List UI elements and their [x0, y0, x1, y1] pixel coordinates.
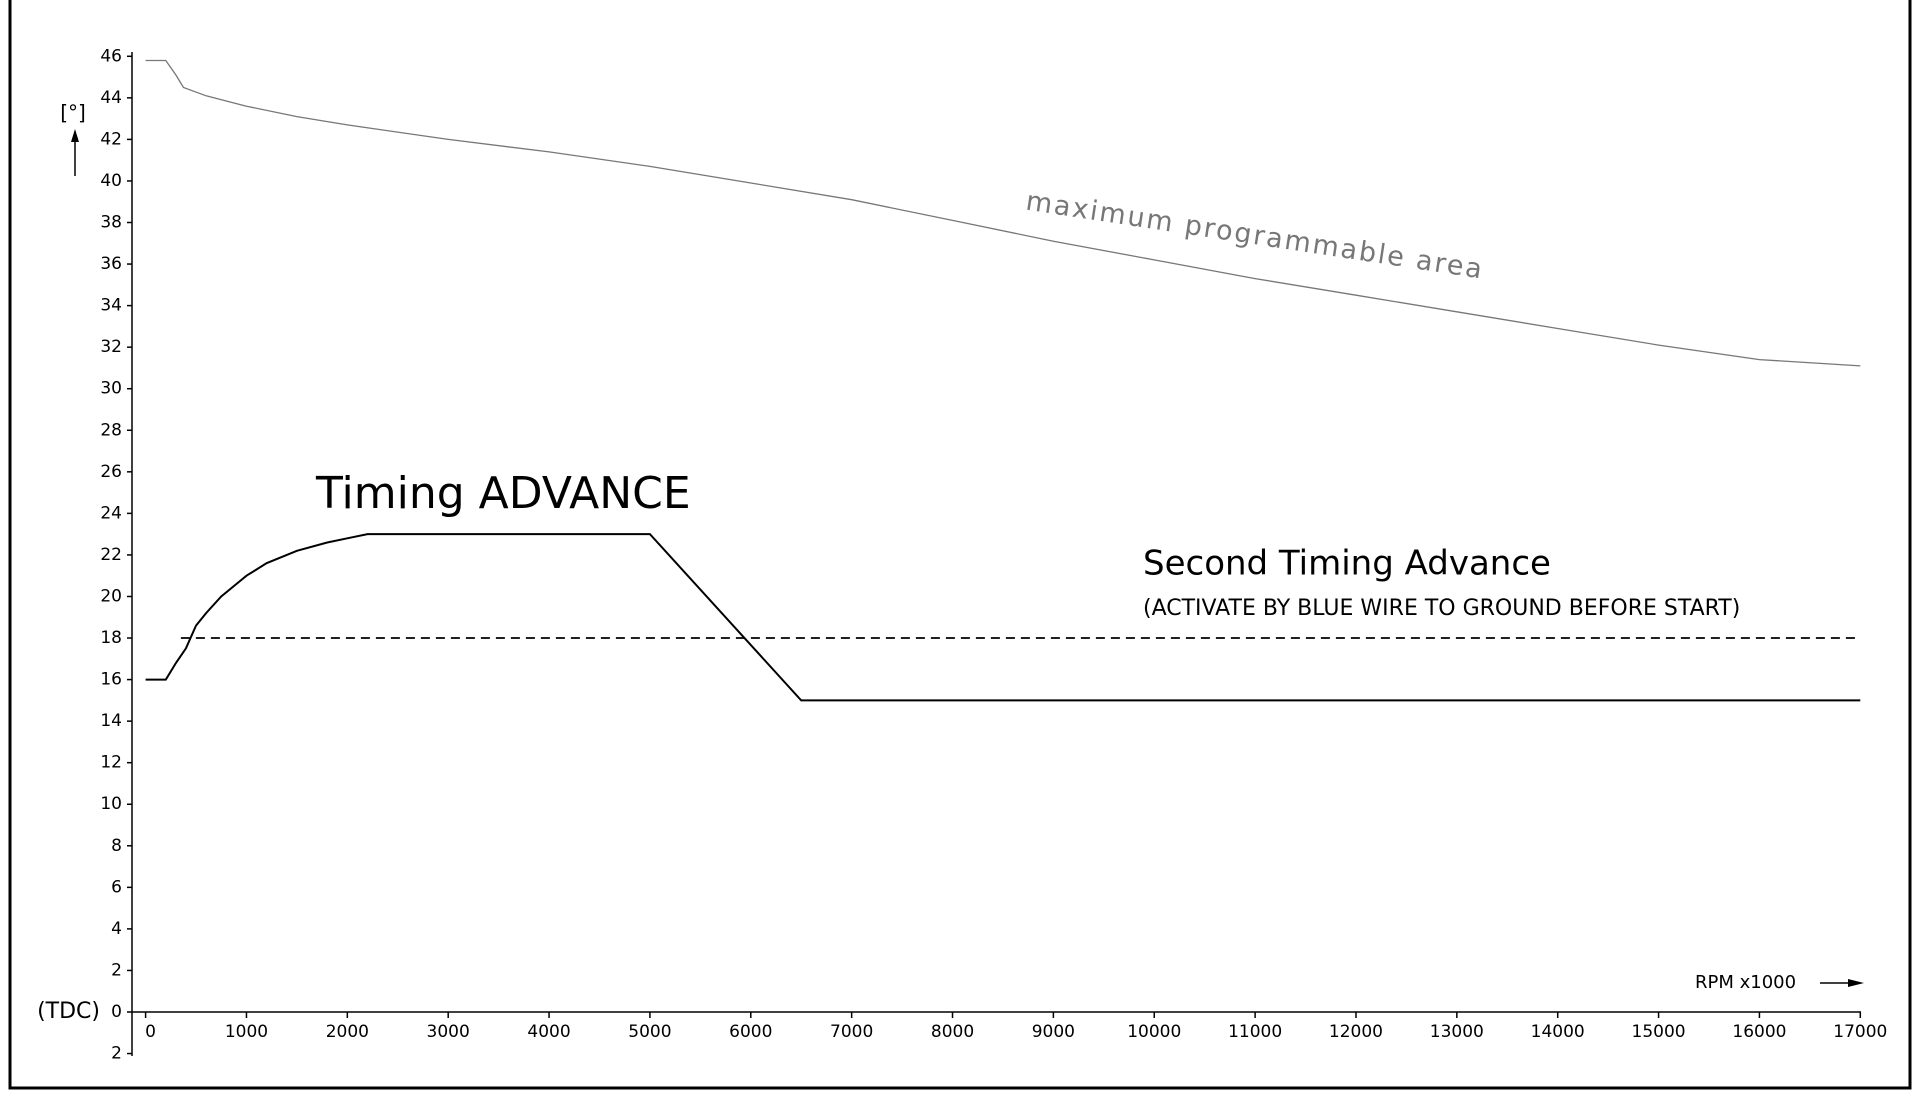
annotation: (ACTIVATE BY BLUE WIRE TO GROUND BEFORE …	[1143, 596, 1740, 621]
y-tick-label: 6	[111, 877, 122, 897]
y-tick-label: 2	[111, 1044, 122, 1064]
y-tick-label: 30	[100, 379, 122, 399]
y-tick-label: 38	[100, 213, 122, 233]
y-tick-label: 4	[111, 919, 122, 939]
x-tick-label: 11000	[1228, 1022, 1282, 1042]
y-tick-label: 0	[111, 1002, 122, 1022]
x-tick-label: 15000	[1632, 1022, 1686, 1042]
x-tick-label: 7000	[830, 1022, 873, 1042]
y-tick-label: 18	[100, 628, 122, 648]
y-tick-label: 20	[100, 586, 122, 606]
y-tick-label: 44	[100, 88, 122, 108]
y-arrow	[71, 129, 79, 176]
x-tick-label: 17000	[1833, 1022, 1887, 1042]
y-tick-label: 22	[100, 545, 122, 565]
x-tick-label: 2000	[326, 1022, 369, 1042]
y-tick-label: 2	[111, 960, 122, 980]
series-line	[145, 59, 1861, 367]
y-tick-label: 46	[100, 46, 122, 66]
x-tick-label: 3000	[427, 1022, 470, 1042]
x-tick-label: 14000	[1531, 1022, 1585, 1042]
y-tick-label: 34	[100, 296, 122, 316]
x-axis-label: RPM x1000	[1695, 972, 1796, 993]
y-tick-label: 32	[100, 337, 122, 357]
tdc-label: (TDC)	[37, 999, 100, 1024]
y-tick-label: 40	[100, 171, 122, 191]
y-tick-label: 28	[100, 420, 122, 440]
x-tick-label: 0	[145, 1022, 156, 1042]
y-axis-label: [°]	[60, 101, 86, 125]
x-tick-label: 13000	[1430, 1022, 1484, 1042]
x-tick-label: 6000	[729, 1022, 772, 1042]
y-tick-label: 8	[111, 836, 122, 856]
x-tick-label: 8000	[931, 1022, 974, 1042]
y-tick-label: 24	[100, 503, 122, 523]
y-tick-label: 10	[100, 794, 122, 814]
y-tick-label: 42	[100, 129, 122, 149]
x-tick-label: 9000	[1032, 1022, 1075, 1042]
y-tick-label: 16	[100, 670, 122, 690]
y-tick-label: 36	[100, 254, 122, 274]
y-tick-label: 14	[100, 711, 122, 731]
x-arrow	[1820, 979, 1864, 987]
series-label: Timing ADVANCE	[315, 468, 691, 519]
x-tick-label: 4000	[527, 1022, 570, 1042]
series-label: Second Timing Advance	[1143, 544, 1551, 584]
frame	[8, 0, 1912, 1090]
series-label: maximum programmable area	[1024, 186, 1486, 286]
x-tick-label: 10000	[1127, 1022, 1181, 1042]
x-tick-label: 1000	[225, 1022, 268, 1042]
x-tick-label: 5000	[628, 1022, 671, 1042]
series-line	[145, 533, 1861, 702]
y-tick-label: 12	[100, 753, 122, 773]
y-tick-label: 26	[100, 462, 122, 482]
x-tick-label: 16000	[1732, 1022, 1786, 1042]
x-tick-label: 12000	[1329, 1022, 1383, 1042]
